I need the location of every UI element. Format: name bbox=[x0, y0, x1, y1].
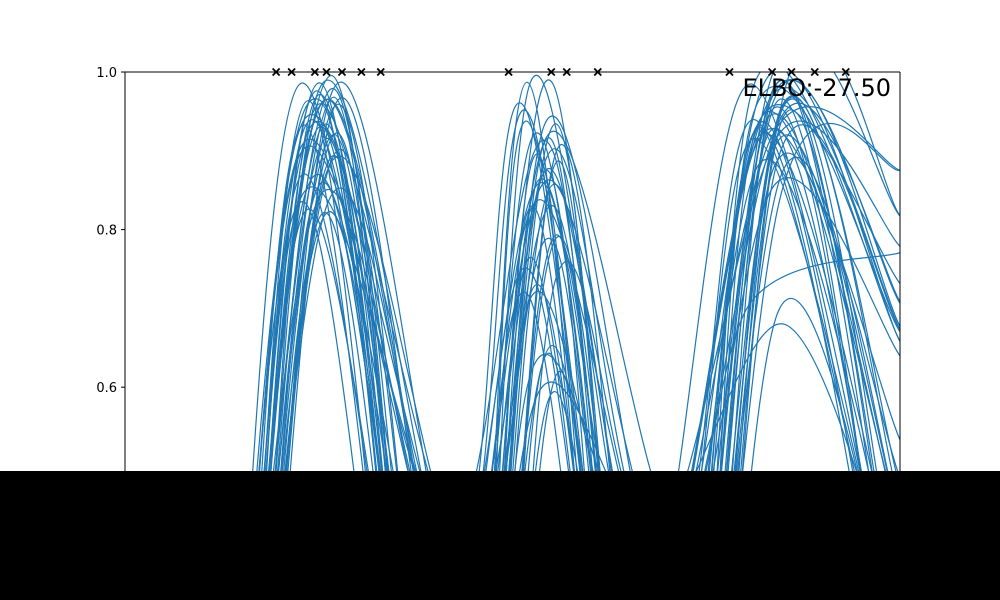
y-tick-label: 0.6 bbox=[96, 381, 117, 396]
sample-curve bbox=[259, 111, 900, 600]
sample-curve bbox=[270, 109, 893, 600]
sample-curve bbox=[258, 157, 900, 600]
sample-curve bbox=[266, 74, 887, 600]
sample-curve bbox=[268, 103, 884, 600]
sample-curve bbox=[262, 86, 900, 600]
sample-curve bbox=[260, 90, 898, 600]
sample-curve bbox=[249, 134, 900, 600]
sample-curve bbox=[275, 152, 900, 600]
sample-curve bbox=[256, 74, 900, 600]
sample-curve bbox=[271, 80, 889, 600]
sample-curve bbox=[267, 94, 900, 600]
sample-curve bbox=[253, 79, 900, 600]
black-occluding-panel bbox=[0, 471, 1000, 600]
sample-curve bbox=[247, 102, 900, 600]
elbo-annotation: ELBO:-27.50 bbox=[743, 74, 892, 102]
sample-curve bbox=[263, 88, 883, 600]
y-tick-label: 0.8 bbox=[96, 224, 117, 239]
y-tick-label: 1.0 bbox=[96, 66, 117, 81]
sample-curve bbox=[267, 72, 900, 600]
sample-curve bbox=[271, 127, 873, 600]
sample-lines bbox=[244, 72, 900, 600]
sample-curve bbox=[253, 104, 900, 600]
